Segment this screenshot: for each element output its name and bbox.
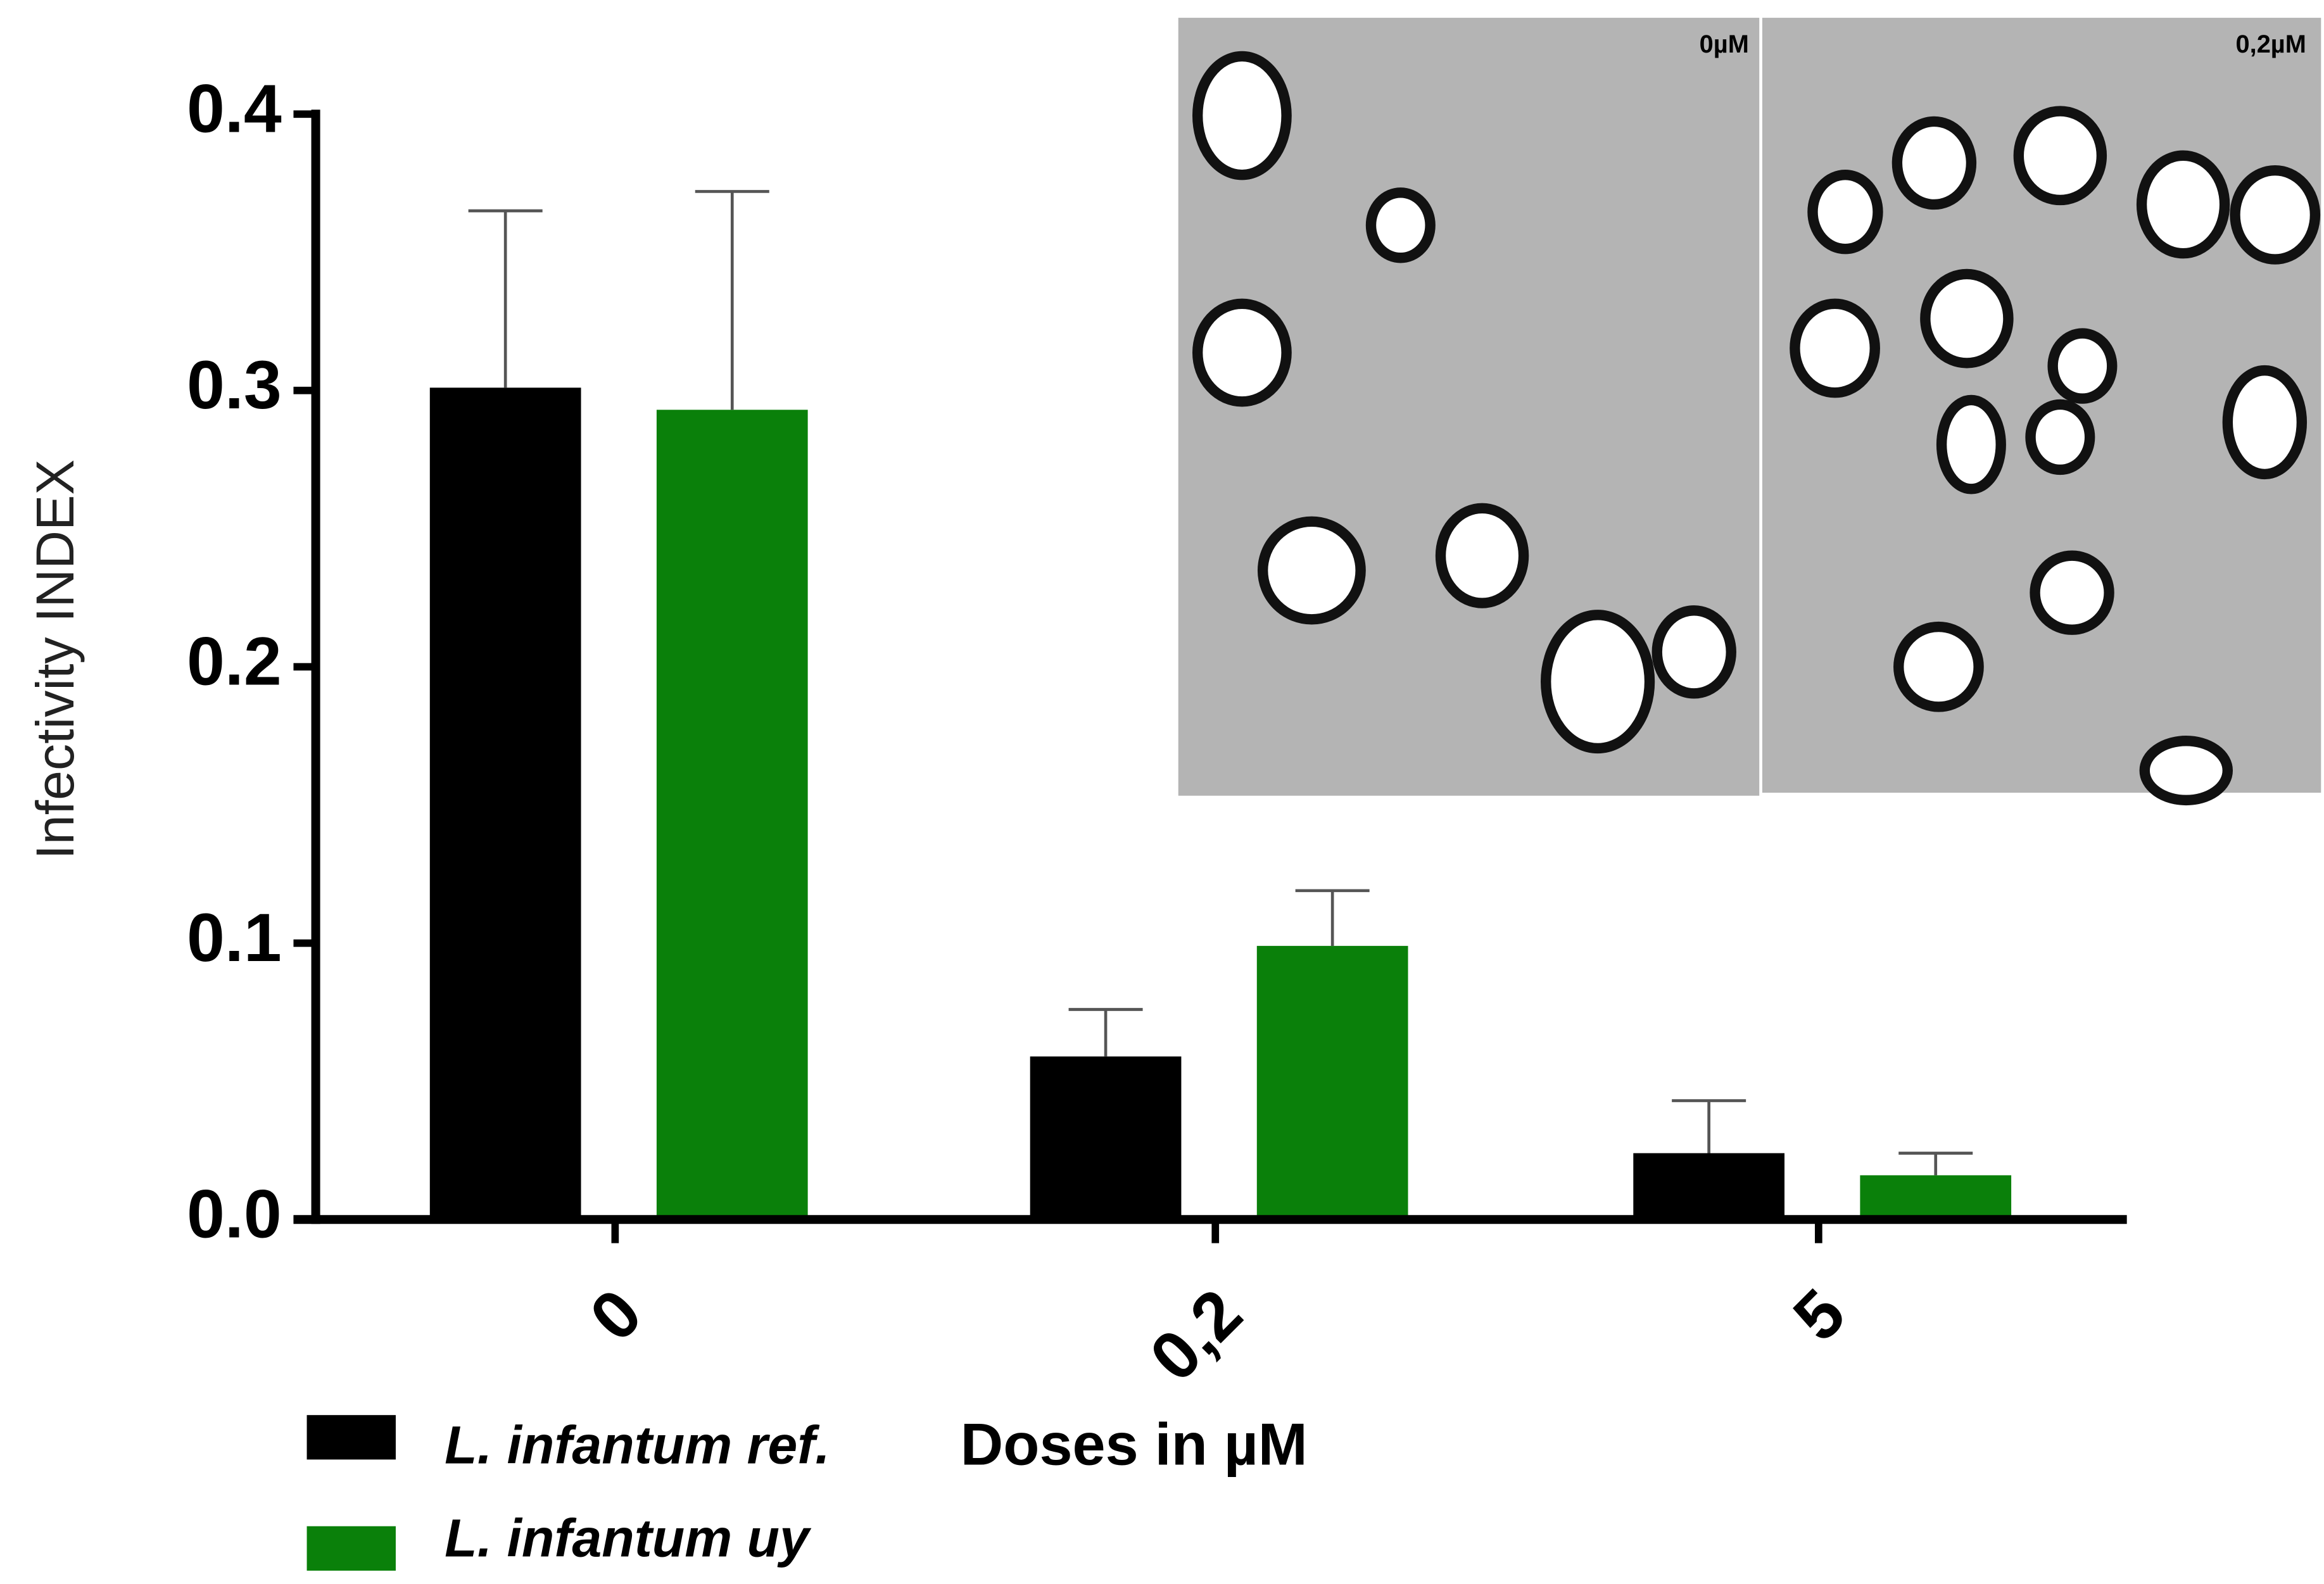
legend-swatch [306, 1415, 396, 1460]
bar [1256, 946, 1408, 1220]
error-bar [1898, 1152, 1973, 1176]
legend-label: L. infantum uy [445, 1509, 812, 1568]
x-tick-label: 0 [576, 1275, 656, 1355]
legend-label: L. infantum ref. [445, 1415, 830, 1474]
error-bar [1295, 889, 1370, 946]
bar [429, 387, 581, 1220]
x-axis-label: Doses in µM [961, 1411, 1308, 1478]
y-tick-label: 0.0 [187, 1176, 282, 1252]
legend-swatch [306, 1526, 396, 1571]
bar [656, 410, 808, 1220]
y-tick-label: 0.2 [187, 624, 282, 700]
bar [1860, 1175, 2012, 1220]
inset-label: 0µM [1700, 30, 1749, 58]
y-tick-label: 0.3 [187, 347, 282, 423]
x-tick-label: 5 [1779, 1275, 1859, 1355]
bar [1030, 1056, 1182, 1220]
error-bar [468, 209, 543, 388]
y-tick-label: 0.1 [187, 900, 282, 976]
error-bar [1068, 1008, 1143, 1057]
cells [1192, 51, 2321, 806]
x-tick-label: 0,2 [1135, 1275, 1256, 1396]
inset-label: 0,2µM [2236, 30, 2306, 58]
error-bar [695, 190, 769, 410]
bar [1633, 1153, 1785, 1220]
y-axis-label: Infectivity INDEX [25, 460, 85, 860]
error-bar [1672, 1099, 1746, 1153]
y-tick-label: 0.4 [187, 71, 282, 147]
micrograph-inset: 0µM 0,2µM [1178, 18, 2321, 806]
